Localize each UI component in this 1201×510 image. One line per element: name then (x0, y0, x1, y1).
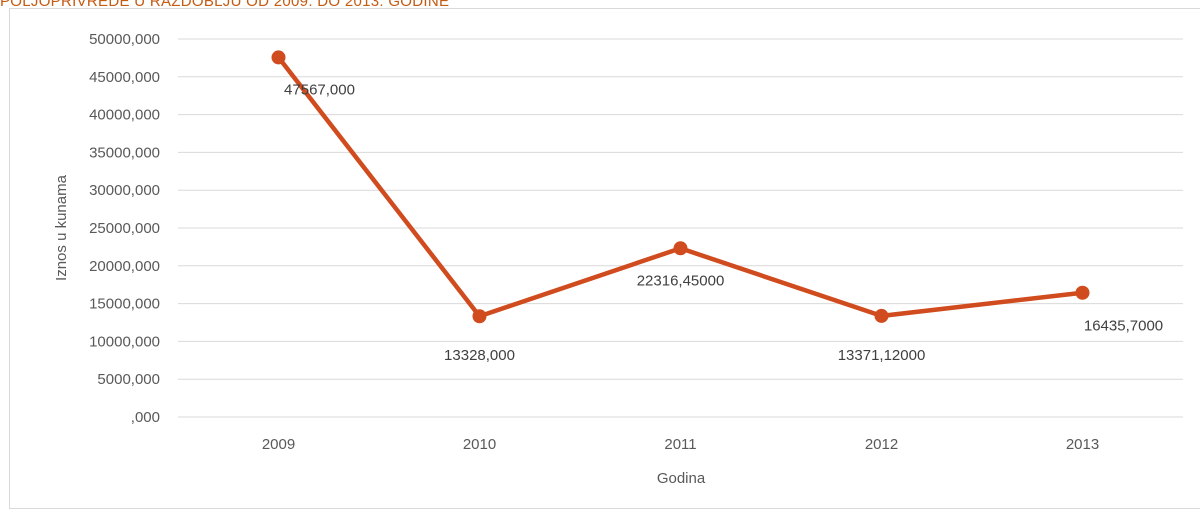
data-point (673, 241, 688, 256)
chart-title: POLJOPRIVREDE U RAZDOBLJU OD 2009. DO 20… (0, 0, 450, 10)
data-point (472, 309, 487, 324)
y-tick-label: 35000,000 (89, 144, 160, 161)
y-axis-tick-labels: ,000 5000,000 10000,000 15000,000 20000,000 2… (89, 31, 160, 426)
data-label: 13371,12000 (838, 347, 926, 364)
data-label: 16435,7000 (1084, 318, 1163, 335)
x-tick-label: 2010 (463, 436, 496, 453)
x-axis-tick-labels: 2009 2010 2011 2012 2013 (262, 436, 1099, 453)
gridlines (178, 38, 1183, 418)
data-point (1075, 285, 1090, 300)
y-tick-label: 40000,000 (89, 107, 160, 124)
data-label: 13328,000 (444, 347, 515, 364)
y-tick-label: 20000,000 (89, 258, 160, 275)
y-tick-label: 30000,000 (89, 182, 160, 199)
data-label: 22316,45000 (637, 272, 725, 289)
y-tick-label: 45000,000 (89, 69, 160, 86)
data-label: 47567,000 (284, 81, 355, 98)
data-point (874, 308, 889, 323)
x-axis-title: Godina (657, 470, 706, 487)
y-tick-label: 15000,000 (89, 296, 160, 313)
x-tick-label: 2013 (1066, 436, 1099, 453)
chart-frame (9, 8, 1200, 509)
data-point (271, 50, 286, 65)
x-tick-label: 2009 (262, 436, 295, 453)
y-axis-title: Iznos u kunama (53, 174, 70, 281)
series-layer (271, 50, 1090, 324)
y-tick-label: ,000 (131, 409, 160, 426)
y-tick-label: 25000,000 (89, 220, 160, 237)
x-tick-label: 2012 (865, 436, 898, 453)
y-tick-label: 50000,000 (89, 31, 160, 48)
y-tick-label: 10000,000 (89, 333, 160, 350)
y-tick-label: 5000,000 (97, 371, 160, 388)
data-labels: 47567,000 13328,000 22316,45000 13371,12000… (284, 81, 1163, 364)
x-tick-label: 2011 (664, 436, 696, 453)
